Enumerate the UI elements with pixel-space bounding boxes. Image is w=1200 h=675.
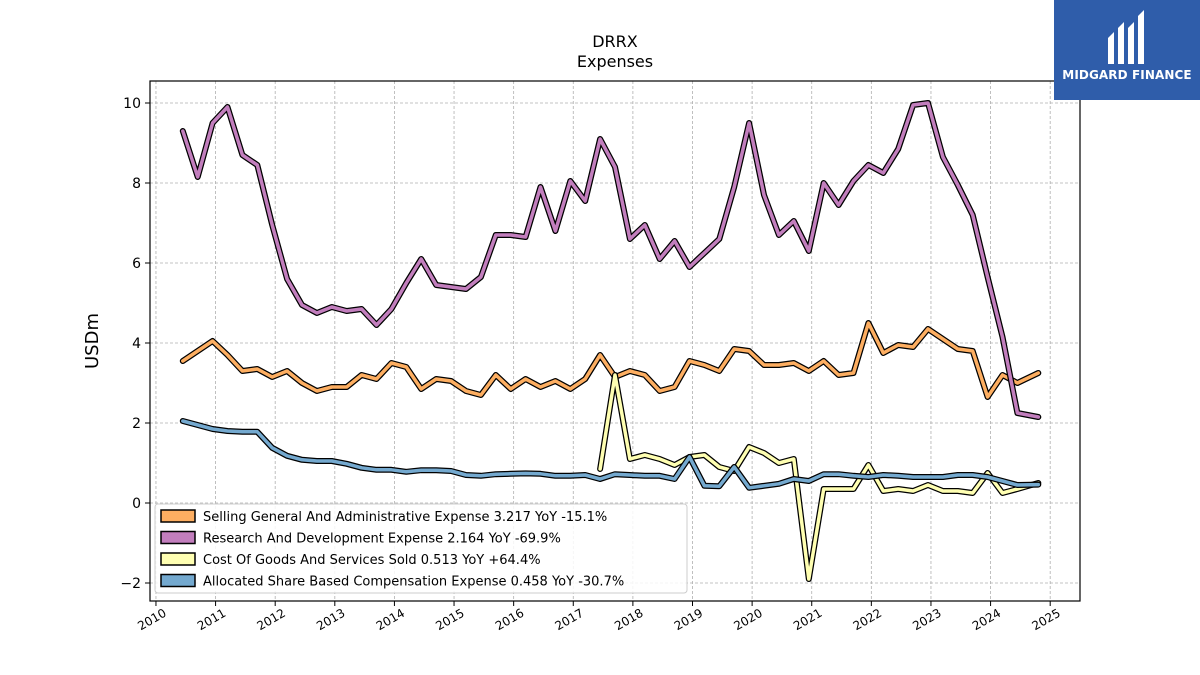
brand-name: MIDGARD FINANCE xyxy=(1062,68,1192,82)
y-tick-label: 0 xyxy=(132,496,141,512)
chart-subtitle: Expenses xyxy=(577,52,653,71)
logo-mark-icon xyxy=(1108,10,1144,64)
legend-swatch-3 xyxy=(160,573,196,588)
x-tick-label: 2012 xyxy=(254,606,287,633)
x-tick-label: 2025 xyxy=(1029,606,1062,633)
legend-label-1: Research And Development Expense 2.164 Y… xyxy=(203,532,561,547)
x-tick-label: 2020 xyxy=(731,606,764,633)
legend-box xyxy=(154,503,688,594)
x-tick-label: 2015 xyxy=(433,606,466,633)
legend-swatch-2 xyxy=(160,552,196,566)
legend-swatch-1 xyxy=(160,530,196,545)
chart-title: DRRX xyxy=(592,32,638,51)
x-tick-label: 2017 xyxy=(553,606,586,633)
series-2-line xyxy=(598,373,1041,581)
series-1-line xyxy=(181,101,1041,419)
x-tick-label: 2021 xyxy=(791,606,824,633)
x-tick-label: 2011 xyxy=(195,606,228,633)
x-tick-label: 2022 xyxy=(851,606,884,633)
y-tick-label: −2 xyxy=(120,576,141,592)
legend-label-3: Allocated Share Based Compensation Expen… xyxy=(203,575,624,590)
x-tick-label: 2023 xyxy=(910,606,943,633)
brand-logo: MIDGARD FINANCE xyxy=(1054,0,1200,100)
y-axis-label: USDm xyxy=(82,313,103,369)
legend-label-2: Cost Of Goods And Services Sold 0.513 Yo… xyxy=(203,553,541,568)
series-0-line xyxy=(181,321,1041,399)
x-tick-label: 2016 xyxy=(493,606,526,633)
y-tick-label: 4 xyxy=(132,336,141,352)
y-tick-label: 6 xyxy=(132,256,141,272)
x-tick-label: 2013 xyxy=(314,606,347,633)
legend: Selling General And Administrative Expen… xyxy=(154,503,688,594)
legend-swatch-0 xyxy=(160,509,196,523)
x-tick-label: 2019 xyxy=(672,606,705,633)
plot-frame xyxy=(149,80,1081,602)
y-tick-label: 8 xyxy=(132,176,141,192)
x-tick-label: 2024 xyxy=(970,606,1003,633)
legend-label-0: Selling General And Administrative Expen… xyxy=(203,510,607,525)
series-lines xyxy=(179,100,1042,582)
legend-items: Selling General And Administrative Expen… xyxy=(160,509,624,590)
series-3-line xyxy=(181,419,1041,490)
x-tick-label: 2010 xyxy=(135,606,168,633)
x-tick-label: 2018 xyxy=(612,606,645,633)
x-tick-label: 2014 xyxy=(374,606,407,633)
y-tick-label: 2 xyxy=(132,416,141,432)
y-tick-label: 10 xyxy=(123,96,141,112)
